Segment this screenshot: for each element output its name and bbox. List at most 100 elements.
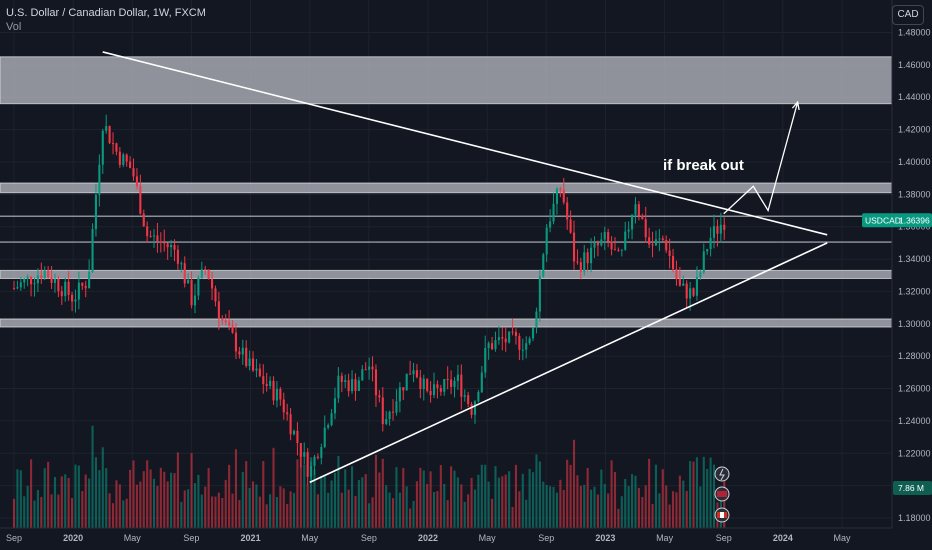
candle-body bbox=[450, 379, 453, 387]
candle-body bbox=[84, 285, 87, 289]
volume-bar bbox=[620, 496, 623, 528]
volume-bar bbox=[105, 468, 108, 528]
candle-body bbox=[446, 378, 449, 380]
volume-bar bbox=[412, 500, 415, 528]
candle-body bbox=[40, 275, 43, 279]
candle-body bbox=[439, 388, 442, 392]
volume-bar bbox=[43, 468, 46, 528]
candle-body bbox=[265, 384, 268, 386]
volume-bar bbox=[70, 497, 74, 528]
volume-bar bbox=[607, 493, 610, 528]
volume-bar bbox=[77, 465, 80, 528]
volume-bar bbox=[374, 454, 378, 528]
volume-bar bbox=[47, 461, 50, 528]
candle-body bbox=[634, 204, 637, 215]
candle-body bbox=[402, 387, 405, 391]
candle-body bbox=[286, 412, 289, 415]
x-tick-label: May bbox=[124, 533, 142, 543]
candle-body bbox=[586, 252, 589, 264]
candle-body bbox=[388, 411, 391, 420]
candle-body bbox=[320, 446, 323, 458]
volume-bar bbox=[429, 471, 432, 528]
candle-body bbox=[671, 255, 675, 270]
candle-body bbox=[518, 335, 521, 350]
candle-body bbox=[596, 242, 599, 246]
volume-bar bbox=[685, 490, 688, 528]
candle-body bbox=[572, 232, 576, 262]
candle-body bbox=[545, 227, 548, 255]
candle-body bbox=[88, 271, 91, 289]
volume-bar bbox=[402, 467, 405, 528]
volume-bar bbox=[340, 492, 343, 528]
volume-bar bbox=[689, 461, 692, 528]
volume-bar bbox=[152, 478, 156, 528]
candle-body bbox=[562, 189, 565, 203]
volume-bar bbox=[668, 504, 671, 528]
volume-bar bbox=[118, 484, 121, 528]
volume-bar bbox=[603, 484, 606, 528]
candle-body bbox=[70, 294, 74, 302]
volume-bar bbox=[111, 503, 115, 528]
volume-bar bbox=[88, 478, 91, 528]
candle-body bbox=[224, 320, 227, 323]
volume-label: Vol bbox=[6, 21, 22, 33]
candle-body bbox=[665, 240, 668, 251]
candle-body bbox=[391, 411, 395, 413]
us-flag-icon-glyph bbox=[717, 491, 727, 497]
candle-body bbox=[159, 241, 162, 243]
x-tick-label: 2024 bbox=[773, 533, 793, 543]
currency-button[interactable]: CAD bbox=[892, 5, 924, 25]
canada-flag-icon-center bbox=[720, 512, 724, 518]
candle-body bbox=[590, 247, 593, 264]
volume-bar bbox=[166, 481, 169, 528]
candle-body bbox=[426, 378, 429, 391]
volume-bar bbox=[617, 508, 620, 528]
candlesticks bbox=[12, 114, 726, 485]
volume-bar bbox=[566, 459, 569, 528]
candle-body bbox=[644, 219, 647, 238]
volume-bar bbox=[275, 497, 278, 528]
x-tick-label: 2020 bbox=[63, 533, 83, 543]
candle-body bbox=[381, 397, 384, 425]
candle-body bbox=[460, 374, 463, 397]
volume-bar bbox=[217, 492, 220, 528]
volume-bar bbox=[296, 459, 299, 528]
price-axis[interactable]: 1.48000 1.46000 1.44000 1.42000 1.40000 1.380… bbox=[891, 0, 932, 550]
volume-bar bbox=[84, 474, 87, 528]
candle-body bbox=[473, 401, 477, 415]
volume-bar bbox=[436, 491, 439, 528]
volume-bar bbox=[279, 486, 282, 528]
candle-body bbox=[504, 338, 507, 343]
candle-body bbox=[651, 244, 654, 246]
volume-bar bbox=[432, 492, 436, 528]
y-tick-label: 1.26000 bbox=[898, 384, 931, 394]
candle-body bbox=[508, 331, 511, 343]
candle-body bbox=[497, 337, 500, 341]
time-axis[interactable]: Sep 2020 May Sep 2021 May Sep 2022 May Sep 2023 May… bbox=[0, 527, 932, 550]
volume-bar bbox=[313, 469, 316, 528]
volume-bar bbox=[139, 481, 142, 528]
candle-body bbox=[364, 369, 367, 371]
candle-body bbox=[245, 347, 248, 367]
y-tick-label: 1.44000 bbox=[898, 92, 931, 102]
volume-bar bbox=[439, 465, 442, 528]
candle-body bbox=[67, 281, 70, 295]
volume-bar bbox=[207, 467, 210, 528]
volume-bar bbox=[473, 489, 477, 528]
volume-bar bbox=[450, 466, 453, 528]
volume-bar bbox=[634, 475, 637, 528]
candle-body bbox=[36, 275, 39, 284]
grid-lines bbox=[0, 0, 892, 528]
candle-body bbox=[702, 251, 705, 273]
chart-header: U.S. Dollar / Canadian Dollar, 1W, FXCM … bbox=[6, 6, 206, 34]
candle-body bbox=[183, 263, 186, 284]
candle-body bbox=[675, 269, 678, 280]
volume-bar bbox=[156, 485, 159, 528]
volume-bar bbox=[470, 477, 473, 528]
y-tick-label: 1.34000 bbox=[898, 254, 931, 264]
volume-bar bbox=[528, 468, 531, 528]
candle-body bbox=[279, 388, 282, 400]
volume-bar bbox=[180, 501, 183, 528]
candle-body bbox=[371, 366, 374, 370]
